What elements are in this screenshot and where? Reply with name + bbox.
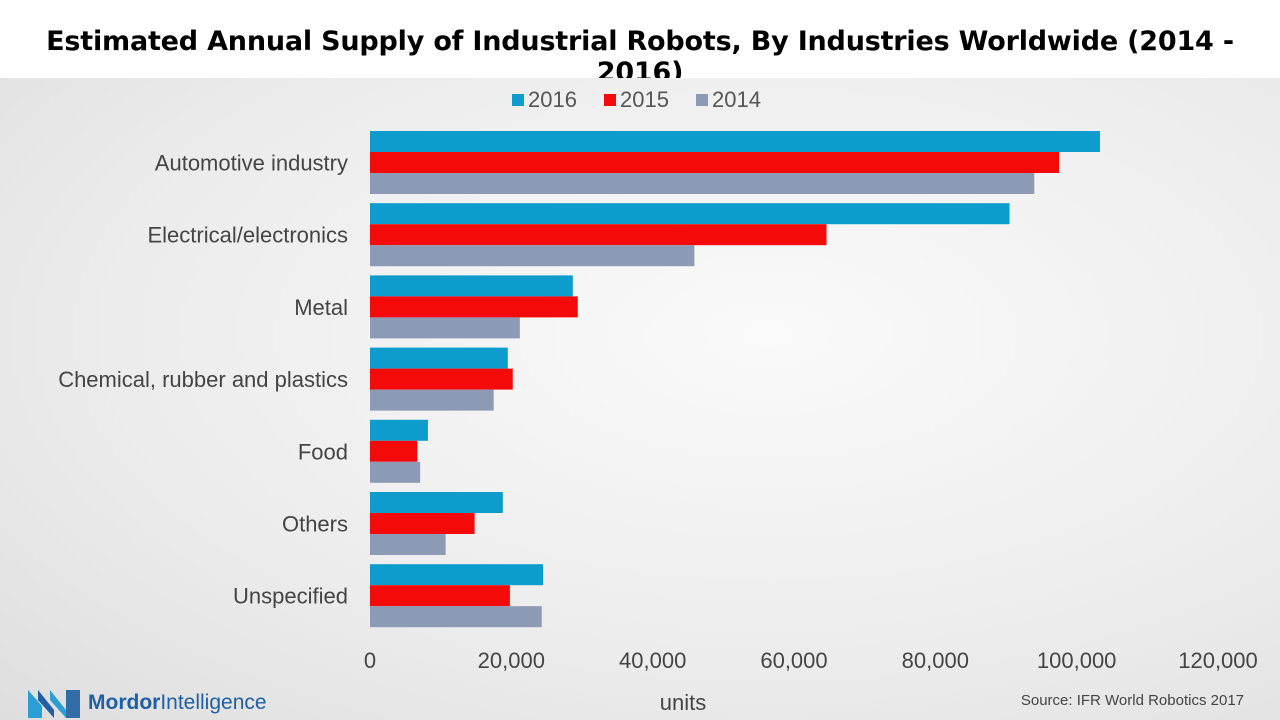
x-tick-label: 20,000 xyxy=(478,648,545,673)
bar-2016 xyxy=(370,564,544,586)
mordor-logo: MordorIntelligence xyxy=(28,688,267,718)
category-label: Electrical/electronics xyxy=(147,223,348,248)
legend-swatch-2014 xyxy=(696,94,708,106)
category-label: Others xyxy=(282,512,348,537)
category-labels: Automotive industry Electrical/electronic… xyxy=(58,151,348,609)
source-note: Source: IFR World Robotics 2017 xyxy=(1020,692,1244,709)
x-tick-label: 80,000 xyxy=(902,648,969,673)
legend-label-2014: 2014 xyxy=(712,87,761,112)
bar-2015 xyxy=(370,152,1059,173)
bar-2015 xyxy=(370,368,513,390)
bar-2016 xyxy=(370,131,1100,152)
bar-2014 xyxy=(370,389,494,411)
logo-brand: Mordor xyxy=(88,691,161,714)
bar-2014 xyxy=(370,245,695,267)
x-tick-label: 0 xyxy=(364,648,376,673)
bar-2016 xyxy=(370,347,508,369)
bar-2014 xyxy=(370,534,446,555)
bar-2015 xyxy=(370,513,475,534)
bar-2014 xyxy=(370,317,520,339)
chart-title: Estimated Annual Supply of Industrial Ro… xyxy=(46,26,1234,88)
legend-swatch-2015 xyxy=(604,94,616,106)
x-tick-label: 100,000 xyxy=(1037,648,1117,673)
x-tick-label: 40,000 xyxy=(619,648,686,673)
mordor-logo-icon xyxy=(28,690,80,718)
bar-2016 xyxy=(370,492,503,513)
legend-label-2016: 2016 xyxy=(528,87,577,112)
logo-suffix: Intelligence xyxy=(160,691,267,714)
bar-2016 xyxy=(370,275,573,297)
x-axis-ticks: 0 20,000 40,000 60,000 80,000 100,000 120,000 xyxy=(364,648,1258,673)
legend: 2016 2015 2014 xyxy=(512,87,761,112)
category-label: Food xyxy=(298,439,348,464)
bar-2014 xyxy=(370,606,542,628)
bars xyxy=(370,131,1100,628)
bar-2015 xyxy=(370,224,827,246)
x-tick-label: 120,000 xyxy=(1178,648,1258,673)
logo-text: MordorIntelligence xyxy=(88,691,267,715)
bar-2016 xyxy=(370,419,428,441)
bar-2015 xyxy=(370,296,578,318)
bar-2016 xyxy=(370,203,1010,225)
x-tick-label: 60,000 xyxy=(760,648,827,673)
bar-2015 xyxy=(370,585,510,607)
bar-2015 xyxy=(370,440,418,462)
category-label: Unspecified xyxy=(233,584,348,609)
legend-swatch-2016 xyxy=(512,94,524,106)
bar-2014 xyxy=(370,461,421,483)
x-axis-title: units xyxy=(660,690,706,715)
category-label: Automotive industry xyxy=(155,151,348,176)
category-label: Metal xyxy=(294,295,348,320)
category-label: Chemical, rubber and plastics xyxy=(58,367,348,392)
bar-2014 xyxy=(370,173,1035,194)
legend-label-2015: 2015 xyxy=(620,87,669,112)
